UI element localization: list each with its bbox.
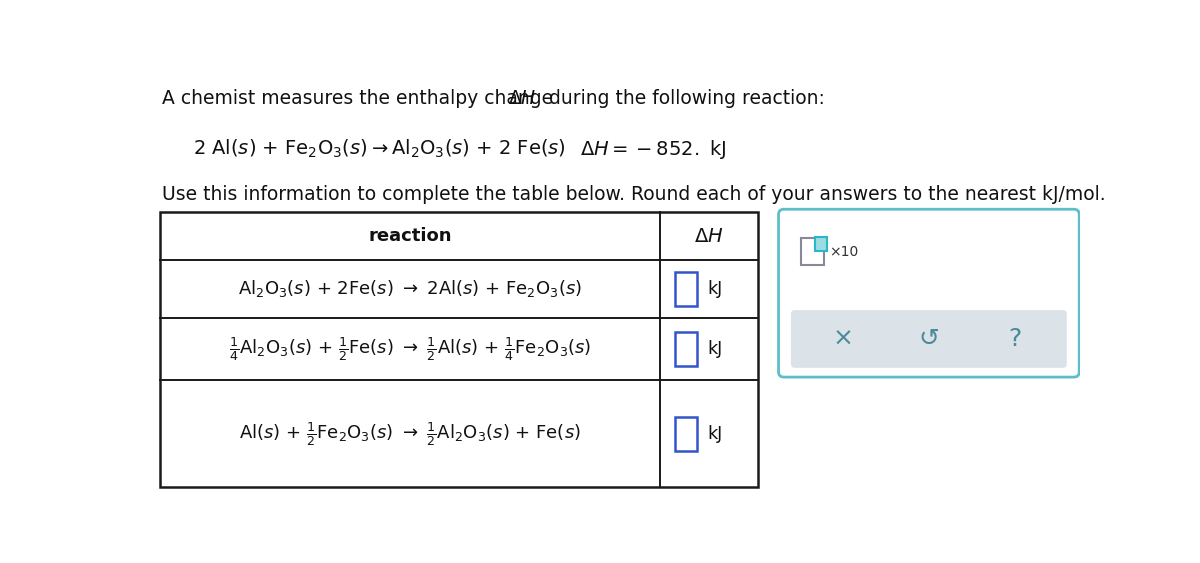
FancyBboxPatch shape <box>791 310 1067 368</box>
Text: A chemist measures the enthalpy change: A chemist measures the enthalpy change <box>162 89 559 108</box>
Text: ×10: ×10 <box>829 245 858 259</box>
Text: $\mathit{\Delta H}$$=-852.$ kJ: $\mathit{\Delta H}$$=-852.$ kJ <box>580 137 726 160</box>
Bar <box>676 272 697 306</box>
Text: $\frac{1}{4}$Al$_2$O$_3$$(s)$ + $\frac{1}{2}$Fe$(s)$ $\rightarrow$ $\frac{1}{2}$: $\frac{1}{4}$Al$_2$O$_3$$(s)$ + $\frac{1… <box>229 335 592 363</box>
Text: $\mathit{\Delta H}$: $\mathit{\Delta H}$ <box>695 227 724 245</box>
Bar <box>160 212 758 487</box>
Text: kJ: kJ <box>707 280 722 298</box>
Text: kJ: kJ <box>707 425 722 443</box>
Text: ×: × <box>833 327 853 351</box>
Text: during the following reaction:: during the following reaction: <box>542 89 824 108</box>
Bar <box>802 238 824 265</box>
Text: Al$_2$O$_3$$(s)$ + 2Fe$(s)$ $\rightarrow$ 2Al$(s)$ + Fe$_2$O$_3$$(s)$: Al$_2$O$_3$$(s)$ + 2Fe$(s)$ $\rightarrow… <box>238 279 582 300</box>
Text: 2 Al$(s)$ + Fe$_2$O$_3$$(s)\rightarrow$Al$_2$O$_3$$(s)$ + 2 Fe$(s)$: 2 Al$(s)$ + Fe$_2$O$_3$$(s)\rightarrow$A… <box>193 137 565 160</box>
Bar <box>676 417 697 450</box>
FancyBboxPatch shape <box>779 209 1079 377</box>
Bar <box>676 332 697 366</box>
Text: Use this information to complete the table below. Round each of your answers to : Use this information to complete the tab… <box>162 185 1105 204</box>
Bar <box>815 238 827 251</box>
Text: kJ: kJ <box>707 340 722 358</box>
Text: reaction: reaction <box>368 227 451 245</box>
Text: ?: ? <box>1008 327 1021 351</box>
Text: $\mathit{\Delta H}$: $\mathit{\Delta H}$ <box>508 89 536 108</box>
Text: Al$(s)$ + $\frac{1}{2}$Fe$_2$O$_3$$(s)$ $\rightarrow$ $\frac{1}{2}$Al$_2$O$_3$$(: Al$(s)$ + $\frac{1}{2}$Fe$_2$O$_3$$(s)$ … <box>239 420 581 448</box>
Text: ↺: ↺ <box>918 327 940 351</box>
